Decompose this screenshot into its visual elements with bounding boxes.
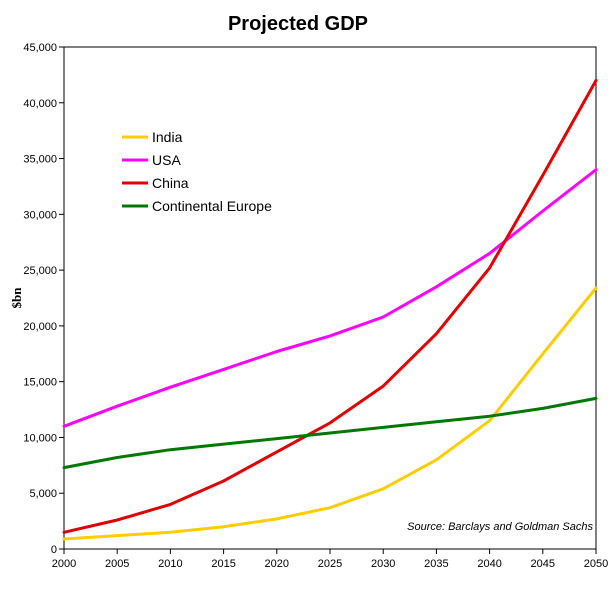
x-tick-label: 2045 <box>531 558 555 570</box>
series-line-continental-europe <box>62 396 598 470</box>
x-tick-label: 2005 <box>105 558 129 570</box>
legend-label: India <box>152 129 183 145</box>
y-tick-label: 35,000 <box>23 154 57 166</box>
legend-label: USA <box>152 152 181 168</box>
x-tick-label: 2040 <box>477 558 501 570</box>
x-tick-label: 2025 <box>318 558 342 570</box>
series-line-india <box>62 286 598 541</box>
x-tick-label: 2015 <box>211 558 235 570</box>
y-tick-label: 25,000 <box>23 265 57 277</box>
x-tick-label: 2035 <box>424 558 448 570</box>
x-tick-label: 2020 <box>265 558 289 570</box>
y-axis-label: $bn <box>9 287 24 309</box>
x-tick-label: 2010 <box>158 558 182 570</box>
y-tick-label: 0 <box>51 544 57 556</box>
legend-label: Continental Europe <box>152 198 272 214</box>
x-tick-label: 2030 <box>371 558 395 570</box>
y-tick-label: 20,000 <box>23 321 57 333</box>
y-tick-label: 30,000 <box>23 209 57 221</box>
x-tick-label: 2000 <box>52 558 76 570</box>
y-tick-label: 45,000 <box>23 42 57 54</box>
y-tick-label: 5,000 <box>29 488 57 500</box>
series-line-china <box>62 79 598 534</box>
legend-label: China <box>152 175 189 191</box>
x-tick-label: 2050 <box>584 558 608 570</box>
y-tick-label: 10,000 <box>23 432 57 444</box>
chart-title: Projected GDP <box>228 13 368 35</box>
y-tick-label: 15,000 <box>23 377 57 389</box>
source-annotation: Source: Barclays and Goldman Sachs <box>407 521 593 533</box>
y-tick-label: 40,000 <box>23 98 57 110</box>
plot-area <box>63 46 597 550</box>
